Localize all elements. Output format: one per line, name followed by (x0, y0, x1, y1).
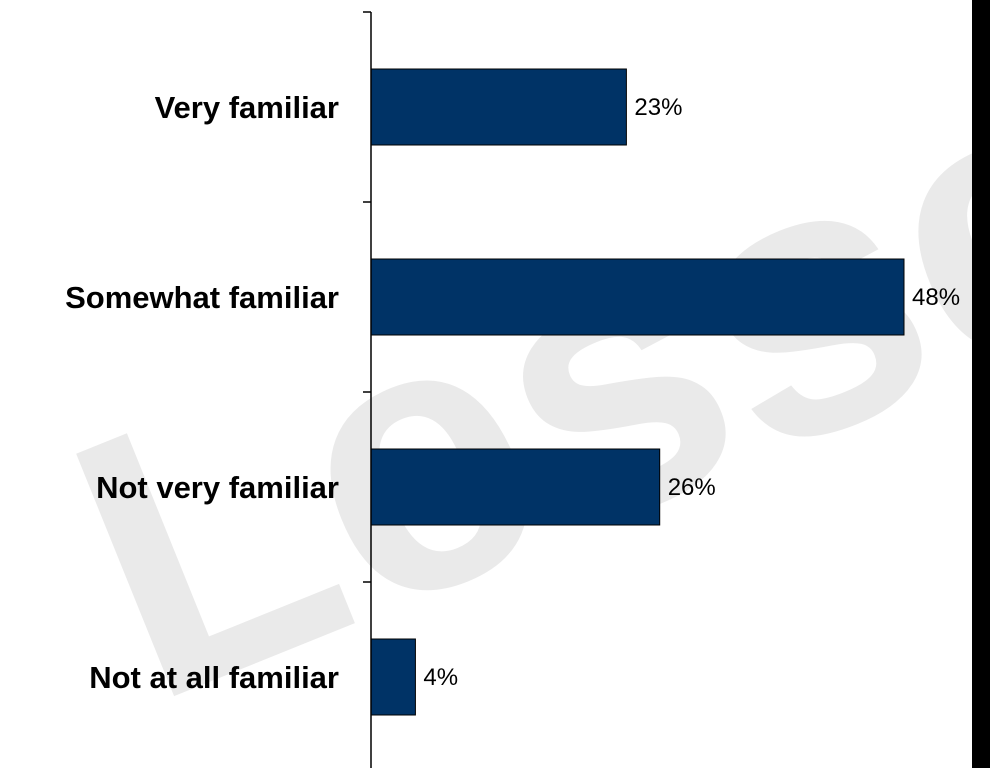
value-label-1: 48% (912, 284, 960, 311)
category-label-3: Not at all familiar (89, 660, 339, 695)
bar-2 (370, 448, 661, 526)
bar-0 (370, 68, 627, 146)
bar-1 (370, 258, 905, 336)
value-label-2: 26% (668, 474, 716, 501)
right-edge-band (972, 0, 990, 768)
category-label-2: Not very familiar (96, 470, 339, 505)
y-axis-ticks (363, 11, 371, 583)
category-label-1: Somewhat familiar (65, 280, 339, 315)
value-label-0: 23% (634, 94, 682, 121)
y-axis (363, 11, 372, 768)
category-label-0: Very familiar (155, 90, 339, 125)
bar-3 (370, 638, 416, 716)
bars-layer (370, 68, 905, 716)
labels-layer: Very familiar 23% Somewhat familiar 48% Not … (65, 90, 960, 695)
value-label-3: 4% (423, 664, 458, 691)
